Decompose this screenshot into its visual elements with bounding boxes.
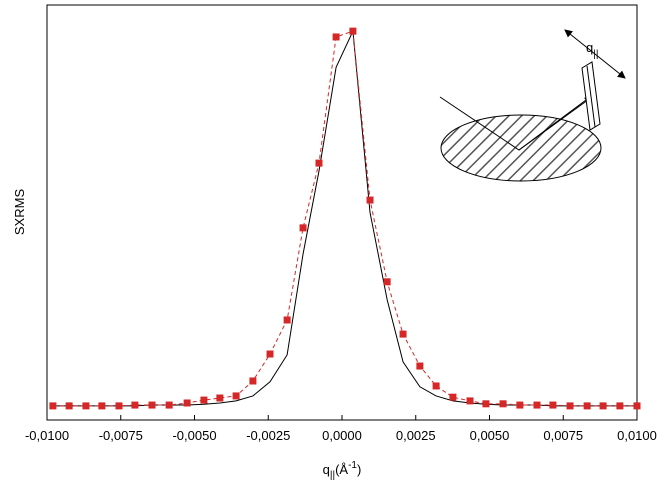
x-axis-label: q||(Å-1) <box>323 460 362 481</box>
series-line <box>52 30 637 407</box>
marker <box>232 392 240 400</box>
marker <box>98 402 106 410</box>
marker <box>249 377 257 385</box>
marker <box>49 402 57 410</box>
marker <box>633 402 641 410</box>
x-tick-label: -0,0050 <box>172 428 216 443</box>
x-tick-label: 0,0075 <box>543 428 583 443</box>
x-tick-label: 0,0025 <box>396 428 436 443</box>
marker <box>366 196 374 204</box>
x-tick-label: -0,0075 <box>99 428 143 443</box>
marker <box>449 393 457 401</box>
marker <box>315 159 323 167</box>
x-tick-label: 0,0000 <box>322 428 362 443</box>
marker <box>82 402 90 410</box>
x-label-close: ) <box>357 462 361 477</box>
x-tick-label: -0,0100 <box>25 428 69 443</box>
marker <box>399 330 407 338</box>
marker <box>332 33 340 41</box>
marker <box>115 402 123 410</box>
x-tick-label: 0,0050 <box>470 428 510 443</box>
marker <box>482 400 490 408</box>
inset-label: q|| <box>586 40 598 60</box>
beam-arrow <box>518 96 593 151</box>
x-label-unit: (Å <box>335 462 348 477</box>
marker <box>283 316 291 324</box>
y-axis-label: SXRMS <box>12 189 27 236</box>
marker <box>216 394 224 402</box>
inset: q|| <box>439 29 626 182</box>
inset-q: q <box>586 40 593 55</box>
marker <box>616 402 624 410</box>
marker <box>131 401 139 409</box>
x-label-q: q <box>323 462 330 477</box>
marker <box>148 401 156 409</box>
marker <box>383 278 391 286</box>
marker <box>266 350 274 358</box>
marker <box>583 402 591 410</box>
marker <box>183 399 191 407</box>
marker <box>299 224 307 232</box>
inset-sub: || <box>593 49 598 60</box>
marker <box>466 397 474 405</box>
marker <box>349 27 357 35</box>
marker <box>566 402 574 410</box>
x-label-sub: || <box>330 470 335 481</box>
marker <box>533 401 541 409</box>
plot-frame <box>46 4 638 421</box>
series-line <box>52 29 637 407</box>
x-tick-label: 0,0100 <box>617 428 657 443</box>
marker <box>599 402 607 410</box>
marker <box>549 401 557 409</box>
marker <box>499 400 507 408</box>
x-label-exp: -1 <box>348 460 357 471</box>
marker <box>165 401 173 409</box>
marker <box>416 362 424 370</box>
x-tick-label: -0,0025 <box>246 428 290 443</box>
marker <box>516 401 524 409</box>
q-arrow <box>564 29 626 79</box>
marker <box>432 382 440 390</box>
marker <box>200 396 208 404</box>
marker <box>65 402 73 410</box>
